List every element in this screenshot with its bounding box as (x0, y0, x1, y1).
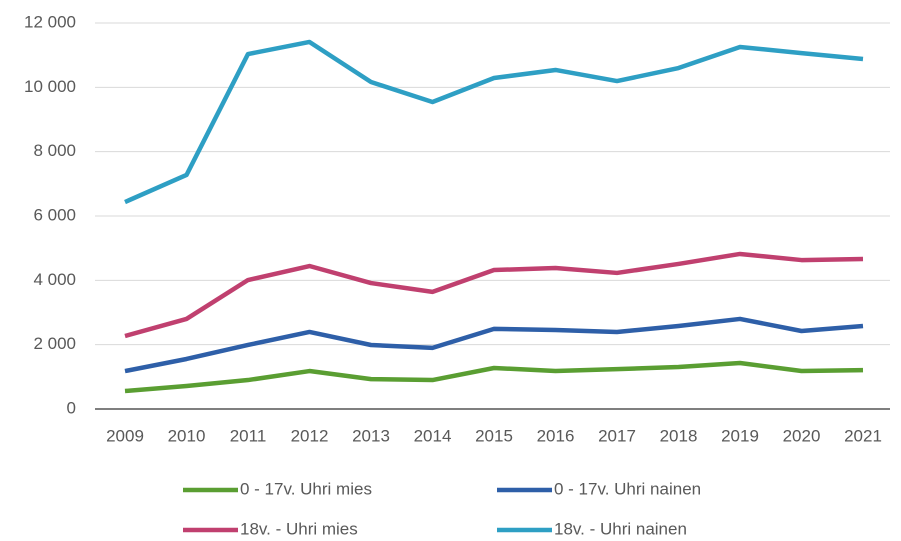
x-tick-label: 2016 (537, 426, 575, 445)
y-tick-label: 0 (67, 398, 76, 417)
legend-label: 0 - 17v. Uhri mies (240, 479, 372, 498)
x-tick-label: 2014 (414, 426, 452, 445)
x-tick-label: 2013 (352, 426, 390, 445)
x-tick-label: 2018 (660, 426, 698, 445)
x-tick-label: 2020 (783, 426, 821, 445)
legend-label: 18v. - Uhri mies (240, 519, 358, 538)
x-tick-label: 2010 (168, 426, 206, 445)
x-tick-label: 2009 (106, 426, 144, 445)
x-tick-label: 2015 (475, 426, 513, 445)
y-tick-label: 12 000 (24, 12, 76, 31)
y-tick-label: 10 000 (24, 77, 76, 96)
x-tick-label: 2012 (291, 426, 329, 445)
x-tick-label: 2017 (598, 426, 636, 445)
y-tick-label: 8 000 (33, 141, 76, 160)
y-tick-label: 2 000 (33, 334, 76, 353)
series-line (124, 39, 864, 205)
y-tick-label: 4 000 (33, 270, 76, 289)
series-line (124, 316, 864, 374)
x-tick-label: 2021 (844, 426, 882, 445)
series-line (124, 251, 864, 339)
x-tick-label: 2011 (230, 426, 267, 445)
series-line (124, 360, 864, 394)
y-tick-label: 6 000 (33, 205, 76, 224)
x-tick-label: 2019 (721, 426, 759, 445)
legend-label: 0 - 17v. Uhri nainen (554, 479, 701, 498)
legend-label: 18v. - Uhri nainen (554, 519, 687, 538)
